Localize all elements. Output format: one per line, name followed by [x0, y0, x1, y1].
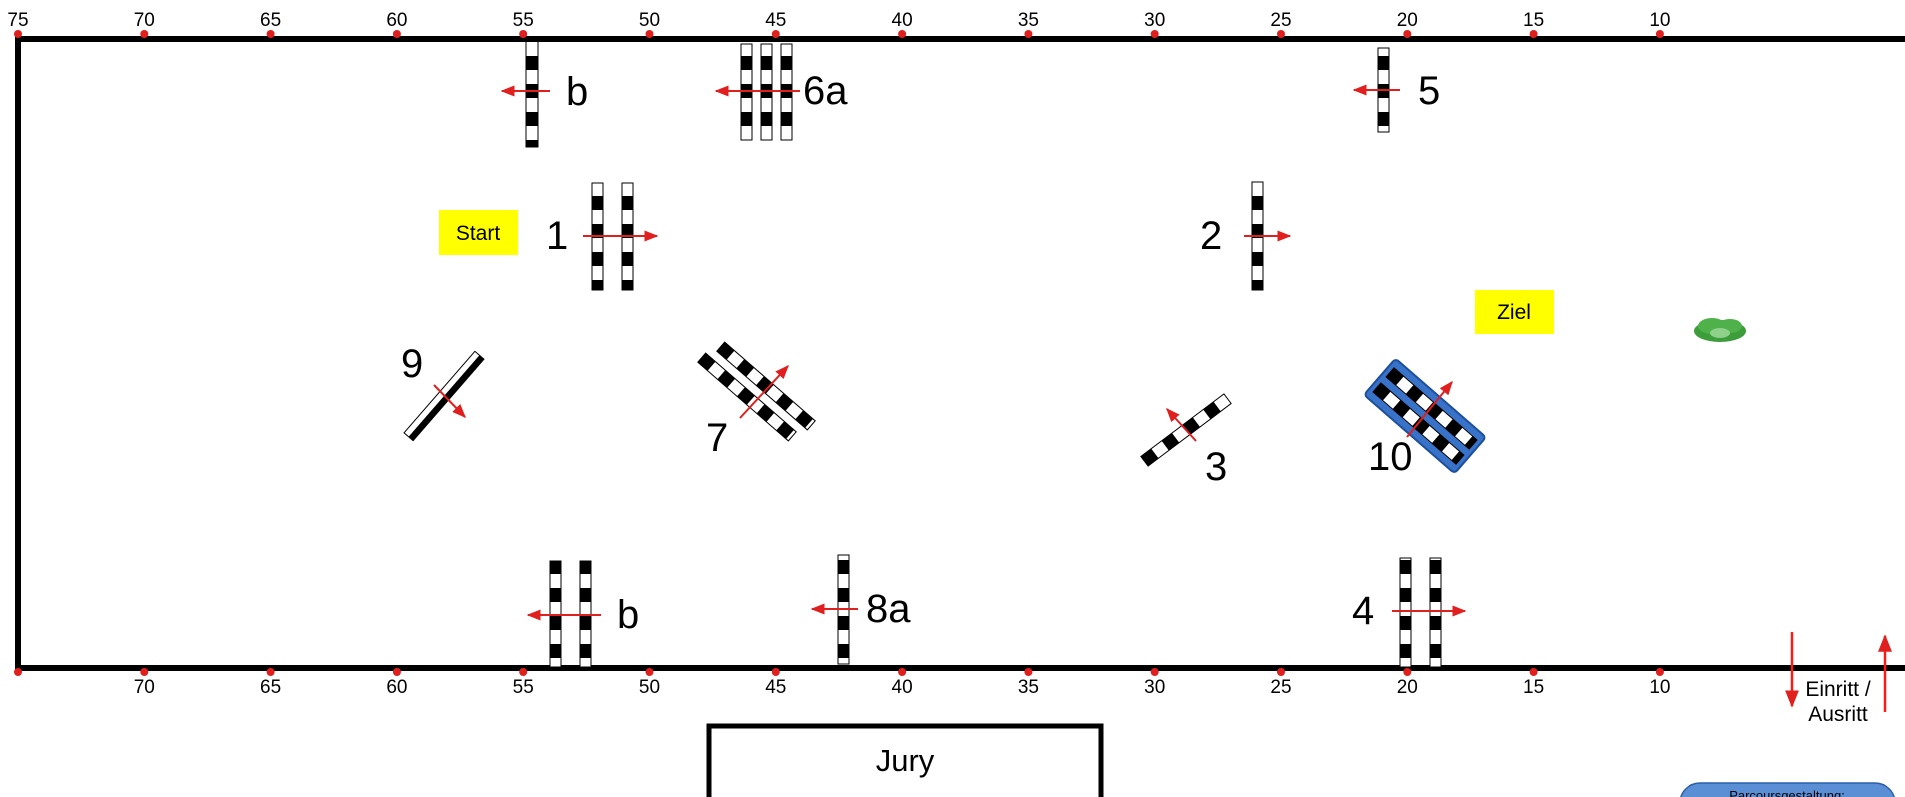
finish-tag: Ziel	[1475, 290, 1554, 334]
start-tag: Start	[439, 210, 518, 255]
obstacle-4: 4	[1352, 558, 1465, 667]
ruler-top-tick	[519, 30, 527, 38]
ruler-top-tick	[267, 30, 275, 38]
ruler-top-tick	[14, 30, 22, 38]
ruler-bottom-tick	[1656, 668, 1664, 676]
ruler-bottom-label: 65	[260, 677, 281, 698]
ruler-top-tick	[1277, 30, 1285, 38]
obstacle-5: 5	[1354, 48, 1440, 132]
ruler-top-label: 10	[1649, 10, 1670, 31]
obstacle-3: 3	[1141, 394, 1231, 489]
ruler-top-label: 75	[7, 10, 28, 31]
designer-label: Parcoursgestaltung:	[1729, 788, 1845, 797]
entrance-label-line1: Einritt /	[1805, 678, 1871, 701]
ruler-bottom-tick	[1151, 668, 1159, 676]
obstacle-9: 9	[401, 342, 484, 441]
ruler-bottom-tick	[140, 668, 148, 676]
ruler-top-label: 35	[1018, 10, 1039, 31]
ruler-top-tick	[898, 30, 906, 38]
obstacle-b-bottom: b	[528, 561, 639, 667]
ruler-bottom-label: 45	[765, 677, 786, 698]
jury-box: Jury	[709, 726, 1101, 797]
ruler-top-tick	[1403, 30, 1411, 38]
ruler-bottom-tick	[898, 668, 906, 676]
ruler-bottom-label: 25	[1270, 677, 1291, 698]
ruler-top-label: 15	[1523, 10, 1544, 31]
obstacle-8a-label: 8a	[866, 587, 911, 631]
ruler-bottom-label: 55	[513, 677, 534, 698]
arena-border	[18, 36, 1905, 671]
ruler-top-label: 45	[765, 10, 786, 31]
obstacle-2-label: 2	[1200, 214, 1222, 258]
obstacle-6a-label: 6a	[803, 69, 848, 113]
ruler-bottom-tick	[1403, 668, 1411, 676]
obstacle-2: 2	[1200, 182, 1290, 290]
ruler-top-label: 60	[386, 10, 407, 31]
ruler-bottom-label: 10	[1649, 677, 1670, 698]
ruler-top-tick	[1024, 30, 1032, 38]
obstacle-8a: 8a	[812, 555, 911, 664]
obstacle-5-label: 5	[1418, 69, 1440, 113]
jury-label: Jury	[876, 743, 935, 778]
obstacle-10: 10	[1364, 359, 1486, 479]
designer-box: Parcoursgestaltung:	[1680, 783, 1895, 797]
ruler-bottom-tick	[393, 668, 401, 676]
obstacle-10-label: 10	[1368, 435, 1413, 479]
ruler-top-tick	[1656, 30, 1664, 38]
obstacle-b-bottom-label: b	[617, 593, 639, 637]
ruler-top-label: 25	[1270, 10, 1291, 31]
ruler-bottom-label: 50	[639, 677, 660, 698]
ruler-top-label: 20	[1397, 10, 1418, 31]
ruler-bottom-label: 20	[1397, 677, 1418, 698]
ruler-bottom-tick	[1277, 668, 1285, 676]
ruler-bottom-label: 40	[892, 677, 913, 698]
ruler-bottom-tick	[267, 668, 275, 676]
ruler-top-tick	[140, 30, 148, 38]
ruler-top-label: 40	[892, 10, 913, 31]
obstacle-7: 7	[698, 342, 815, 460]
obstacle-7-label: 7	[706, 416, 728, 460]
ruler-top-label: 30	[1144, 10, 1165, 31]
obstacle-3-label: 3	[1205, 445, 1227, 489]
ruler-top-tick	[393, 30, 401, 38]
ruler-top-tick	[646, 30, 654, 38]
ruler-top-label: 55	[513, 10, 534, 31]
ruler-bottom-tick	[646, 668, 654, 676]
obstacle-9-label: 9	[401, 342, 423, 386]
ruler-bottom-label: 15	[1523, 677, 1544, 698]
obstacle-6a: 6a	[716, 44, 848, 140]
ruler-top: 75 70 65 60 55 50 45 40 35 30 25 20 15 10	[7, 10, 1670, 38]
ruler-top-label: 65	[260, 10, 281, 31]
ruler-bottom-tick	[1530, 668, 1538, 676]
obstacle-1: 1	[546, 183, 657, 290]
obstacle-1-label: 1	[546, 214, 568, 258]
ruler-top-label: 50	[639, 10, 660, 31]
bush-decoration	[1694, 318, 1746, 342]
ruler-bottom-tick	[519, 668, 527, 676]
ruler-top-tick	[1151, 30, 1159, 38]
ruler-bottom-tick	[772, 668, 780, 676]
ruler-top-tick	[1530, 30, 1538, 38]
ruler-bottom-label: 70	[134, 677, 155, 698]
obstacle-b-top: b	[502, 39, 588, 147]
obstacle-4-label: 4	[1352, 589, 1374, 633]
finish-tag-label: Ziel	[1497, 301, 1531, 324]
ruler-bottom-label: 35	[1018, 677, 1039, 698]
entrance-exit: Einritt / Ausritt	[1792, 632, 1885, 726]
ruler-bottom-tick	[14, 668, 22, 676]
ruler-bottom: 70 65 60 55 50 45 40 35 30 25 20 15 10	[14, 668, 1670, 698]
start-tag-label: Start	[456, 222, 501, 245]
ruler-bottom-label: 60	[386, 677, 407, 698]
ruler-bottom-tick	[1024, 668, 1032, 676]
ruler-bottom-label: 30	[1144, 677, 1165, 698]
ruler-top-tick	[772, 30, 780, 38]
ruler-top-label: 70	[134, 10, 155, 31]
obstacle-b-top-label: b	[566, 70, 588, 114]
entrance-label-line2: Ausritt	[1808, 703, 1868, 726]
